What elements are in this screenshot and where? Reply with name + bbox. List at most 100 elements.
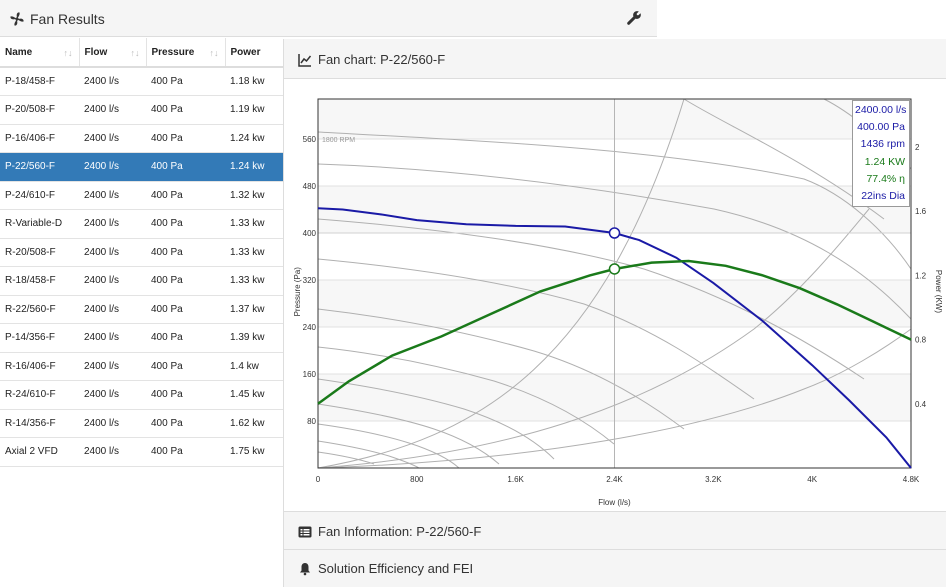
- fan-icon: [10, 12, 24, 26]
- cell-name: P-20/508-F: [0, 95, 79, 125]
- background-fan-curve: [317, 218, 865, 380]
- y-tick-label: 80: [307, 417, 316, 426]
- table-row[interactable]: P-18/458-F 2400 l/s 400 Pa 1.18 kw: [0, 67, 283, 96]
- cell-power: 1.33 kw: [225, 238, 283, 267]
- fan-results-table: Name ↑↓ Flow ↑↓ Pressure ↑↓ Power P-18/458-…: [0, 38, 283, 467]
- system-curve: [317, 98, 685, 469]
- table-header-row: Name ↑↓ Flow ↑↓ Pressure ↑↓ Power: [0, 38, 283, 68]
- wrench-icon[interactable]: [626, 10, 642, 26]
- cell-power: 1.45 kw: [225, 380, 283, 410]
- cell-name: P-16/406-F: [0, 124, 79, 153]
- solution-efficiency-title: Solution Efficiency and FEI: [318, 561, 474, 576]
- cell-power: 1.62 kw: [225, 409, 283, 438]
- cell-flow: 2400 l/s: [79, 266, 146, 296]
- sort-icon[interactable]: ↑↓: [130, 48, 140, 58]
- table-row[interactable]: R-22/560-F 2400 l/s 400 Pa 1.37 kw: [0, 295, 283, 324]
- table-row[interactable]: P-16/406-F 2400 l/s 400 Pa 1.24 kw: [0, 124, 283, 153]
- background-fan-curve: [317, 308, 685, 430]
- pressure-curve: [317, 207, 912, 469]
- operating-point-readout: 2400.00 l/s 400.00 Pa 1436 rpm 1.24 KW 7…: [852, 100, 910, 208]
- x-tick-label: 3.2K: [705, 475, 722, 484]
- cell-pressure: 400 Pa: [146, 209, 225, 239]
- fan-information-header[interactable]: Fan Information: P-22/560-F: [284, 513, 946, 550]
- column-header-power[interactable]: Power: [225, 38, 283, 68]
- y2-tick-label: 2: [915, 143, 920, 152]
- y-tick-label: 320: [303, 276, 317, 285]
- cell-power: 1.24 kw: [225, 124, 283, 153]
- list-icon: [298, 526, 312, 538]
- y2-axis-label: Power (KW): [934, 270, 943, 313]
- table-row[interactable]: R-24/610-F 2400 l/s 400 Pa 1.45 kw: [0, 380, 283, 410]
- y-tick-label: 240: [303, 323, 317, 332]
- cell-name: R-Variable-D: [0, 209, 79, 239]
- column-header-flow[interactable]: Flow ↑↓: [79, 38, 147, 68]
- table-row[interactable]: R-16/406-F 2400 l/s 400 Pa 1.4 kw: [0, 352, 283, 381]
- cell-pressure: 400 Pa: [146, 352, 225, 381]
- y2-tick-label: 1.6: [915, 207, 927, 216]
- background-fan-curve: [317, 378, 555, 460]
- cell-pressure: 400 Pa: [146, 323, 225, 353]
- operating-point-pressure[interactable]: [608, 227, 621, 239]
- table-row[interactable]: R-14/356-F 2400 l/s 400 Pa 1.62 kw: [0, 409, 283, 438]
- cell-flow: 2400 l/s: [79, 124, 146, 153]
- cell-power: 1.37 kw: [225, 295, 283, 324]
- readout-diameter: 22ins Dia: [861, 190, 905, 203]
- x-tick-label: 4.8K: [903, 475, 920, 484]
- x-tick-label: 1.6K: [507, 475, 524, 484]
- column-header-pressure[interactable]: Pressure ↑↓: [146, 38, 226, 68]
- cell-name: R-22/560-F: [0, 295, 79, 324]
- readout-speed: 1436 rpm: [860, 138, 905, 151]
- table-row[interactable]: R-20/508-F 2400 l/s 400 Pa 1.33 kw: [0, 238, 283, 267]
- cell-name: R-14/356-F: [0, 409, 79, 438]
- cell-pressure: 400 Pa: [146, 67, 225, 96]
- background-fan-curve: [317, 131, 912, 270]
- y-tick-label: 160: [303, 370, 317, 379]
- fan-chart-title: Fan chart: P-22/560-F: [318, 52, 446, 67]
- sort-icon[interactable]: ↑↓: [209, 48, 219, 58]
- cell-pressure: 400 Pa: [146, 409, 225, 438]
- cell-pressure: 400 Pa: [146, 295, 225, 324]
- cell-power: 1.33 kw: [225, 266, 283, 296]
- sort-icon[interactable]: ↑↓: [63, 48, 73, 58]
- fan-chart-header[interactable]: Fan chart: P-22/560-F: [284, 39, 946, 79]
- fan-information-title: Fan Information: P-22/560-F: [318, 524, 482, 539]
- table-row[interactable]: P-24/610-F 2400 l/s 400 Pa 1.32 kw: [0, 181, 283, 210]
- cell-name: R-18/458-F: [0, 266, 79, 296]
- cell-pressure: 400 Pa: [146, 181, 225, 210]
- background-fan-curve: [317, 346, 615, 445]
- y-tick-label: 480: [303, 182, 317, 191]
- x-tick-label: 4K: [807, 475, 817, 484]
- cell-flow: 2400 l/s: [79, 352, 146, 381]
- background-fan-curve: [317, 423, 460, 469]
- table-row[interactable]: P-20/508-F 2400 l/s 400 Pa 1.19 kw: [0, 95, 283, 125]
- fan-chart-area: 0 800 1.6K 2.4K 3.2K 4K 4.8K 80 160 240 320 400 480 5…: [284, 79, 946, 512]
- operating-point-power[interactable]: [608, 263, 621, 275]
- bell-icon: [300, 563, 310, 576]
- cell-flow: 2400 l/s: [79, 380, 146, 410]
- cell-power: 1.39 kw: [225, 323, 283, 353]
- table-row[interactable]: R-18/458-F 2400 l/s 400 Pa 1.33 kw: [0, 266, 283, 296]
- cell-pressure: 400 Pa: [146, 124, 225, 153]
- table-row[interactable]: R-Variable-D 2400 l/s 400 Pa 1.33 kw: [0, 209, 283, 239]
- system-curve: [317, 328, 912, 469]
- table-row[interactable]: P-14/356-F 2400 l/s 400 Pa 1.39 kw: [0, 323, 283, 353]
- cell-pressure: 400 Pa: [146, 238, 225, 267]
- cell-pressure: 400 Pa: [146, 437, 225, 467]
- fan-results-title: Fan Results: [30, 11, 105, 27]
- fan-performance-chart[interactable]: 0 800 1.6K 2.4K 3.2K 4K 4.8K 80 160 240 320 400 480 5…: [284, 79, 946, 512]
- y2-tick-label: 0.4: [915, 400, 927, 409]
- cell-pressure: 400 Pa: [146, 266, 225, 296]
- readout-efficiency: 77.4% η: [866, 172, 905, 185]
- cell-pressure: 400 Pa: [146, 95, 225, 125]
- cell-flow: 2400 l/s: [79, 95, 146, 125]
- table-row[interactable]: Axial 2 VFD 2400 l/s 400 Pa 1.75 kw: [0, 437, 283, 467]
- table-row[interactable]: P-22/560-F 2400 l/s 400 Pa 1.24 kw: [0, 152, 283, 182]
- background-fan-curve: [317, 440, 420, 469]
- column-header-name[interactable]: Name ↑↓: [0, 38, 80, 68]
- cell-pressure: 400 Pa: [146, 380, 225, 410]
- cell-flow: 2400 l/s: [79, 238, 146, 267]
- solution-efficiency-header[interactable]: Solution Efficiency and FEI: [284, 550, 946, 587]
- cell-power: 1.32 kw: [225, 181, 283, 210]
- cell-flow: 2400 l/s: [79, 323, 146, 353]
- system-curve: [317, 208, 870, 469]
